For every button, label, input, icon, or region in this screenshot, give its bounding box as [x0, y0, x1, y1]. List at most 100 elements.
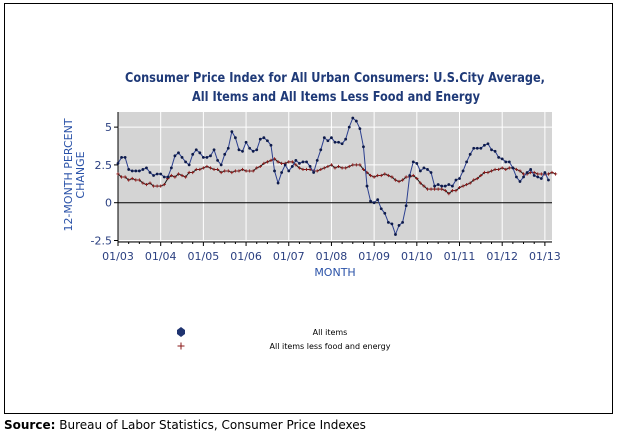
data-point-core: [344, 166, 348, 170]
data-point-all-items: [152, 174, 155, 177]
data-point-all-items: [362, 145, 365, 149]
data-point-all-items: [418, 169, 422, 173]
x-tick-label: 01/12: [486, 250, 518, 263]
data-point-all-items: [468, 152, 472, 156]
data-point-core: [244, 169, 248, 173]
data-point-core: [418, 181, 422, 185]
data-point-all-items: [529, 168, 533, 171]
data-point-core: [134, 178, 138, 182]
data-point-all-items: [379, 207, 383, 211]
data-point-core: [479, 173, 483, 178]
data-point-core: [336, 164, 341, 169]
chart-subtitle: All Items and All Items Less Food and En…: [192, 90, 480, 105]
cpi-line-chart: 01/03 01/04 01/05 01/06 01/07 01/08 01/09 01/10…: [62, 71, 561, 351]
data-point-core: [176, 172, 181, 176]
data-point-core: [326, 164, 330, 169]
data-point-all-items: [280, 171, 284, 174]
data-point-core: [404, 175, 408, 179]
data-point-core: [368, 173, 373, 178]
data-point-all-items: [511, 166, 515, 170]
data-point-all-items: [251, 149, 255, 153]
data-point-core: [219, 170, 223, 175]
data-point-all-items: [273, 169, 276, 173]
data-point-core: [141, 181, 145, 185]
data-point-core: [116, 172, 120, 176]
data-point-core: [397, 179, 401, 184]
data-point-all-items: [365, 184, 369, 188]
data-point-all-items: [447, 183, 451, 186]
data-point-all-items: [465, 160, 469, 164]
data-point-core: [265, 160, 270, 164]
data-point-core: [255, 166, 259, 170]
data-point-core: [119, 175, 124, 179]
data-point-all-items: [486, 142, 490, 146]
data-point-core: [497, 167, 501, 172]
x-tick-label: 01/09: [358, 250, 390, 263]
data-point-all-items: [458, 177, 461, 180]
data-point-all-items: [287, 169, 291, 173]
data-point-all-items: [155, 172, 159, 176]
data-point-core: [461, 184, 465, 188]
data-point-core: [194, 167, 198, 172]
y-tick-label: 2.5: [95, 159, 113, 172]
data-point-core: [393, 178, 398, 182]
source-label: Source:: [4, 418, 56, 432]
data-point-all-items: [216, 158, 220, 162]
data-point-core: [440, 187, 444, 191]
x-tick-label: 01/07: [273, 250, 305, 263]
data-point-all-items: [290, 165, 294, 168]
data-point-all-items: [340, 142, 344, 146]
data-point-core: [272, 157, 277, 161]
data-point-all-items: [543, 171, 547, 174]
data-point-core: [290, 160, 294, 164]
data-point-core: [433, 187, 437, 191]
data-point-all-items: [411, 160, 415, 164]
data-point-all-items: [479, 146, 483, 150]
data-point-all-items: [344, 137, 348, 141]
x-tick-label: 01/13: [529, 250, 561, 263]
data-point-all-items: [127, 168, 131, 171]
data-point-all-items: [333, 140, 337, 144]
source-note: Source: Bureau of Labor Statistics, Cons…: [4, 418, 366, 432]
data-point-all-items: [337, 140, 340, 144]
data-point-core: [183, 175, 188, 179]
data-point-core: [308, 167, 312, 172]
data-point-all-items: [262, 136, 266, 140]
data-point-all-items: [308, 165, 312, 168]
data-point-core: [457, 185, 462, 190]
data-point-all-items: [436, 183, 440, 186]
data-point-all-items: [276, 181, 280, 185]
data-point-all-items: [312, 171, 316, 174]
data-point-all-items: [358, 127, 362, 131]
data-point-all-items: [515, 175, 518, 179]
data-point-core: [376, 173, 380, 178]
data-point-all-items: [500, 157, 504, 161]
data-point-all-items: [547, 178, 550, 182]
data-point-all-items: [408, 174, 412, 177]
data-point-core: [187, 170, 191, 175]
data-point-all-items: [347, 125, 351, 129]
data-point-core: [475, 176, 479, 181]
data-point-core: [294, 163, 298, 167]
data-point-all-items: [354, 119, 358, 123]
data-point-all-items: [283, 163, 287, 167]
data-point-all-items: [319, 148, 323, 152]
data-point-all-items: [258, 137, 262, 141]
data-point-core: [450, 189, 454, 193]
data-point-core: [159, 184, 163, 188]
data-point-core: [201, 166, 205, 170]
y-tick-label: 0: [105, 197, 112, 210]
y-tick-label: -2.5: [91, 234, 112, 247]
data-point-all-items: [148, 171, 152, 174]
data-point-all-items: [397, 223, 401, 227]
source-text: Bureau of Labor Statistics, Consumer Pri…: [59, 418, 366, 432]
data-point-all-items: [383, 211, 387, 215]
data-point-all-items: [525, 171, 529, 174]
data-point-all-items: [390, 222, 394, 226]
data-point-core: [351, 163, 355, 167]
data-point-all-items: [532, 174, 536, 177]
data-point-all-items: [198, 151, 202, 155]
data-point-core: [329, 163, 334, 167]
data-point-all-items: [173, 154, 177, 158]
data-point-all-items: [244, 140, 248, 144]
